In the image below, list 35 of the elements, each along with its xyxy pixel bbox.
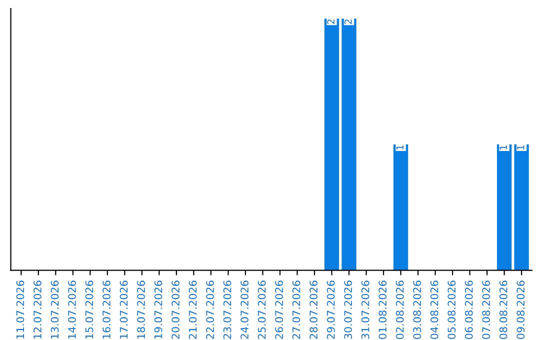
x-tick-label: 12.07.2026 [34, 280, 42, 339]
x-tick-label: 24.07.2026 [240, 280, 248, 339]
x-tick-label: 16.07.2026 [102, 280, 110, 339]
x-tick-label: 02.08.2026 [396, 280, 404, 339]
x-tick-label: 17.07.2026 [120, 280, 128, 339]
data-label: 2 [327, 20, 334, 24]
x-tick-label: 30.07.2026 [344, 280, 352, 339]
x-tick-label: 07.08.2026 [482, 280, 490, 339]
x-tick-label: 25.07.2026 [258, 280, 266, 339]
x-tick-label: 05.08.2026 [448, 280, 456, 339]
x-tick-label: 20.07.2026 [172, 280, 180, 339]
x-tick-label: 11.07.2026 [16, 280, 24, 339]
x-tick-label: 28.07.2026 [310, 280, 318, 339]
x-tick-label: 27.07.2026 [292, 280, 300, 339]
data-label: 2 [344, 20, 352, 24]
x-tick-label: 04.08.2026 [430, 280, 438, 339]
data-label: 1 [517, 145, 524, 150]
x-tick-label: 18.07.2026 [137, 280, 145, 339]
x-tick-label: 13.07.2026 [50, 280, 59, 339]
data-label: 1 [500, 145, 507, 150]
x-tick-label: 21.07.2026 [188, 280, 197, 339]
x-tick-label: 03.08.2026 [413, 280, 422, 339]
x-tick-label: 14.07.2026 [68, 280, 76, 339]
x-tick-label: 09.08.2026 [516, 280, 525, 339]
data-label: 1 [396, 145, 404, 150]
x-tick-label: 06.08.2026 [464, 280, 473, 339]
x-tick-label: 29.07.2026 [326, 280, 335, 339]
x-tick-label: 22.07.2026 [206, 280, 214, 339]
x-tick-label: 26.07.2026 [275, 280, 283, 339]
x-tick-label: 31.07.2026 [361, 280, 370, 339]
x-tick-label: 01.08.2026 [378, 280, 387, 339]
x-tick-label: 08.08.2026 [499, 280, 508, 339]
x-tick-label: 19.07.2026 [154, 280, 162, 339]
x-tick-label: 23.07.2026 [223, 280, 232, 339]
x-tick-label: 15.07.2026 [85, 280, 94, 339]
